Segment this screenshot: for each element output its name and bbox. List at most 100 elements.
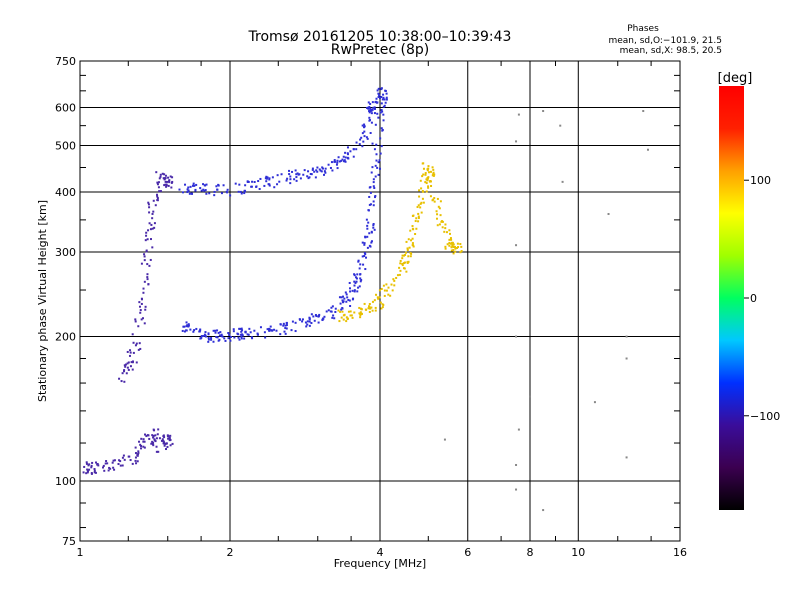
data-point [294,321,297,324]
data-point [427,186,430,189]
data-point [129,351,132,354]
data-point [426,178,429,181]
data-point [227,337,230,340]
data-point [398,273,401,276]
data-point [404,253,407,256]
data-point [162,440,165,443]
data-point [364,308,367,311]
data-point [156,199,159,202]
data-point [144,305,147,308]
data-point [144,239,147,242]
data-point [435,217,438,220]
data-point [376,89,379,92]
data-point [438,207,441,210]
data-point [340,308,343,311]
data-point [372,200,375,203]
data-point [165,183,168,186]
data-point [354,281,357,284]
data-point [375,293,378,296]
data-point [359,280,362,283]
data-point [360,308,363,311]
data-point [339,310,342,313]
data-point [460,250,463,253]
data-point [382,113,385,116]
data-point [370,306,373,309]
data-point [401,262,404,265]
data-point [344,151,347,154]
y-tick-label: 200 [55,331,76,344]
data-point [418,195,421,198]
data-point [339,302,342,305]
data-point [215,336,218,339]
data-point [314,314,317,317]
data-point [140,437,143,440]
data-point [625,456,628,459]
data-point [247,333,250,336]
data-point [401,254,404,257]
data-point [420,211,423,214]
data-point [359,277,362,280]
data-point [444,247,447,250]
data-point [93,471,96,474]
data-point [193,184,196,187]
data-point [402,262,405,265]
data-point [456,247,459,250]
data-point [373,112,376,115]
data-point [182,325,185,328]
data-point [214,331,217,334]
data-point [156,195,159,198]
data-point [130,361,133,364]
data-point [421,162,424,165]
data-point [237,333,240,336]
data-point [432,171,435,174]
data-point [146,278,149,281]
data-point [268,178,271,181]
chart-title: Tromsø 20161205 10:38:00–10:39:43 [248,29,512,45]
data-point [124,365,127,368]
data-point [221,335,224,338]
data-point [158,437,161,440]
data-point [646,148,649,151]
data-point [351,316,354,319]
data-point [93,468,96,471]
data-point [250,185,253,188]
data-point [308,317,311,320]
data-point [383,104,386,107]
data-point [424,181,427,184]
data-point [350,314,353,317]
data-point [349,314,352,317]
data-point [259,326,262,329]
data-point [448,232,451,235]
data-point [295,176,298,179]
data-point [417,215,420,218]
data-point [320,170,323,173]
data-point [95,461,98,464]
data-point [374,100,377,103]
data-point [301,320,304,323]
data-point [452,249,455,252]
data-point [448,238,451,241]
data-point [118,459,121,462]
data-point [137,450,140,453]
data-point [138,301,141,304]
data-point [426,177,429,180]
data-point [363,123,366,126]
data-point [202,183,205,186]
data-point [246,333,249,336]
data-point [377,92,380,95]
data-point [358,306,361,309]
data-point [149,258,152,261]
data-point [169,434,172,437]
data-point [366,227,369,230]
data-point [376,166,379,169]
data-point [163,184,166,187]
data-point [335,163,338,166]
data-point [374,306,377,309]
data-point [368,305,371,308]
data-point [127,361,130,364]
colorbar-tick-label: 0 [750,292,757,305]
data-point [448,229,451,232]
data-point [432,173,435,176]
data-point [437,205,440,208]
data-point [542,110,545,113]
